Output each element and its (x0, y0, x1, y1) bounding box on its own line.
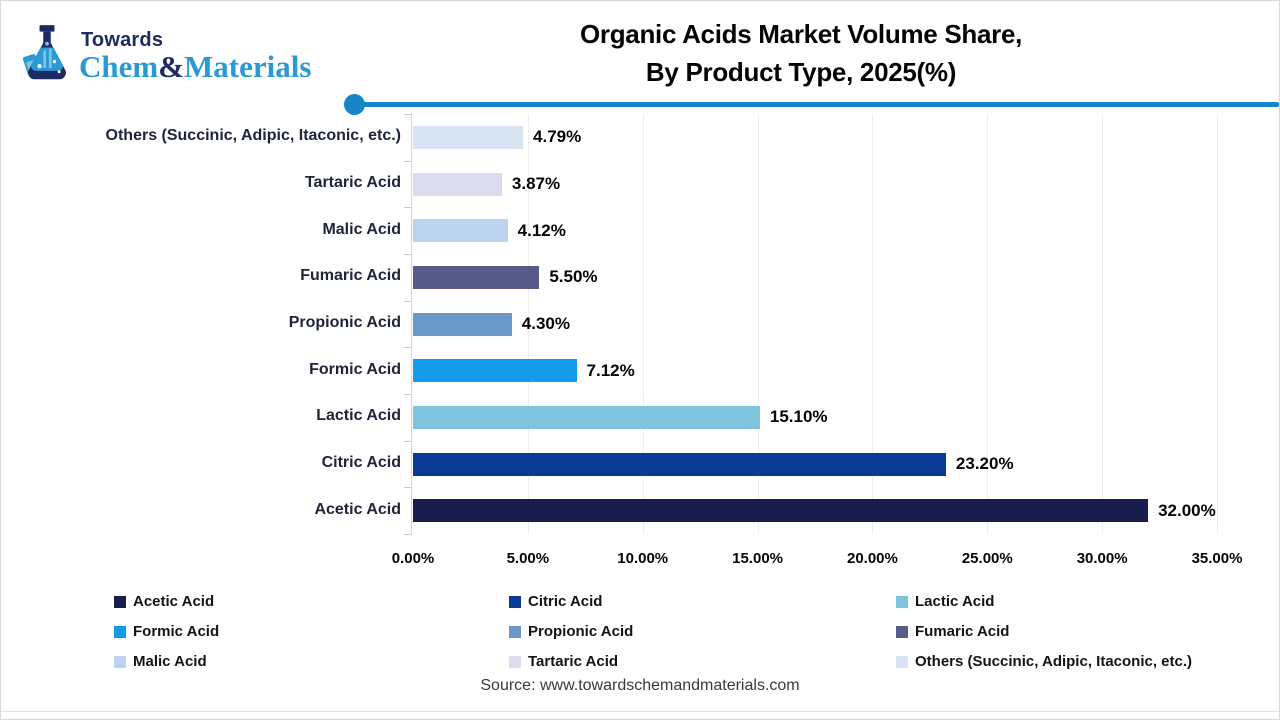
value-label: 23.20% (955, 454, 1014, 473)
value-label: 4.30% (521, 314, 570, 333)
legend-label: Citric Acid (528, 593, 603, 610)
bar-tartaric-acid (413, 172, 502, 196)
value-label: 15.10% (769, 407, 828, 427)
legend-item: Others (Succinic, Adipic, Itaconic, etc.… (896, 653, 1192, 670)
legend-label: Acetic Acid (133, 593, 215, 610)
category-label: Propionic Acid (288, 314, 401, 331)
x-axis-tick-label: 0.00% (391, 550, 435, 567)
value-label: 32.00% (1158, 500, 1216, 520)
category-label: Tartaric Acid (304, 174, 401, 191)
legend-label: Malic Acid (133, 653, 207, 670)
legend-swatch (114, 595, 126, 608)
x-axis-tick-label: 10.00% (617, 550, 669, 567)
category-axis-tick (404, 160, 411, 162)
category-label: Malic Acid (322, 220, 401, 238)
bar-propionic-acid (413, 312, 512, 336)
x-axis-tick-label: 35.00% (1191, 550, 1243, 567)
chart-title-line2: By Product Type, 2025(%) (645, 57, 957, 87)
source-text: Source: www.towardschemandmaterials.com (480, 677, 800, 694)
x-axis-tick-label: 5.00% (506, 550, 550, 567)
category-axis-tick (404, 114, 411, 115)
legend-item: Tartaric Acid (509, 653, 618, 670)
bar-acetic-acid (413, 499, 1149, 523)
category-label: Formic Acid (309, 360, 401, 378)
bottom-divider (1, 711, 1279, 712)
legend-item: Formic Acid (114, 623, 219, 640)
legend-swatch (114, 625, 126, 638)
legend-item: Propionic Acid (509, 623, 633, 640)
category-axis-tick (404, 487, 411, 489)
plot-gridline (527, 114, 529, 534)
legend-item: Malic Acid (114, 653, 207, 670)
chart-title-line1: Organic Acids Market Volume Share, (579, 19, 1023, 49)
x-axis-tick-label: 20.00% (846, 550, 898, 567)
legend-swatch (114, 655, 126, 668)
plot-gridline (1102, 114, 1104, 534)
category-label: Others (Succinic, Adipic, Itaconic, etc.… (105, 127, 401, 145)
logo-ampersand: & (158, 49, 185, 84)
legend-item: Lactic Acid (896, 593, 994, 610)
brand-logo: Towards Chem&Materials (15, 21, 345, 93)
plot-gridline (1217, 114, 1218, 534)
category-axis-tick (404, 300, 411, 302)
logo-brand-text: Chem&Materials (79, 49, 311, 85)
category-label: Acetic Acid (314, 500, 401, 518)
chart-title: Organic Acids Market Volume Share, By Pr… (421, 15, 1181, 91)
legend-label: Formic Acid (133, 623, 220, 640)
legend-item: Fumaric Acid (896, 623, 1009, 640)
plot-gridline (642, 114, 644, 534)
legend-swatch (509, 655, 521, 668)
logo-chem-text: Chem (79, 49, 159, 84)
value-label: 4.12% (517, 220, 566, 240)
legend-swatch (896, 625, 908, 638)
plot-gridline (987, 114, 989, 534)
category-axis-tick (404, 347, 411, 349)
category-axis-tick (404, 440, 411, 442)
category-axis-line (411, 114, 412, 534)
divider-line (354, 102, 1279, 107)
x-axis-tick-label: 15.00% (732, 550, 783, 567)
x-axis-tick-label: 30.00% (1076, 550, 1128, 567)
category-label: Lactic Acid (316, 407, 401, 425)
category-label: Citric Acid (321, 454, 401, 471)
bar-lactic-acid (413, 405, 760, 429)
bar-malic-acid (413, 219, 508, 243)
category-axis-tick (404, 254, 411, 255)
legend-swatch (896, 655, 908, 668)
category-label: Fumaric Acid (300, 267, 401, 285)
legend-swatch (509, 625, 521, 638)
category-axis-tick (404, 394, 411, 395)
value-label: 7.12% (586, 360, 635, 380)
legend-label: Tartaric Acid (528, 653, 619, 670)
legend-label: Lactic Acid (915, 593, 995, 610)
legend-label: Propionic Acid (528, 623, 634, 640)
legend-item: Citric Acid (509, 593, 602, 610)
legend-item: Acetic Acid (114, 593, 214, 610)
logo-towards-text: Towards (81, 29, 164, 51)
value-label: 4.79% (533, 127, 582, 147)
bar-fumaric-acid (413, 265, 540, 289)
flask-icon (22, 25, 66, 80)
plot-gridline (757, 114, 759, 534)
plot-gridline (872, 114, 874, 534)
value-label: 3.87% (511, 174, 561, 193)
bar-formic-acid (413, 359, 577, 383)
x-axis-tick-label: 25.00% (961, 550, 1013, 567)
legend-swatch (896, 595, 908, 608)
logo-materials-text: Materials (184, 49, 312, 84)
legend-label: Fumaric Acid (915, 623, 1010, 640)
bar-others-succinic-adipic-itaconic-etc (413, 125, 524, 149)
value-label: 5.50% (549, 267, 598, 287)
category-axis-tick (404, 534, 411, 535)
category-axis-tick (404, 207, 411, 209)
bar-citric-acid (413, 452, 946, 476)
legend-swatch (509, 595, 521, 608)
legend-label: Others (Succinic, Adipic, Itaconic, etc.… (915, 653, 1193, 670)
